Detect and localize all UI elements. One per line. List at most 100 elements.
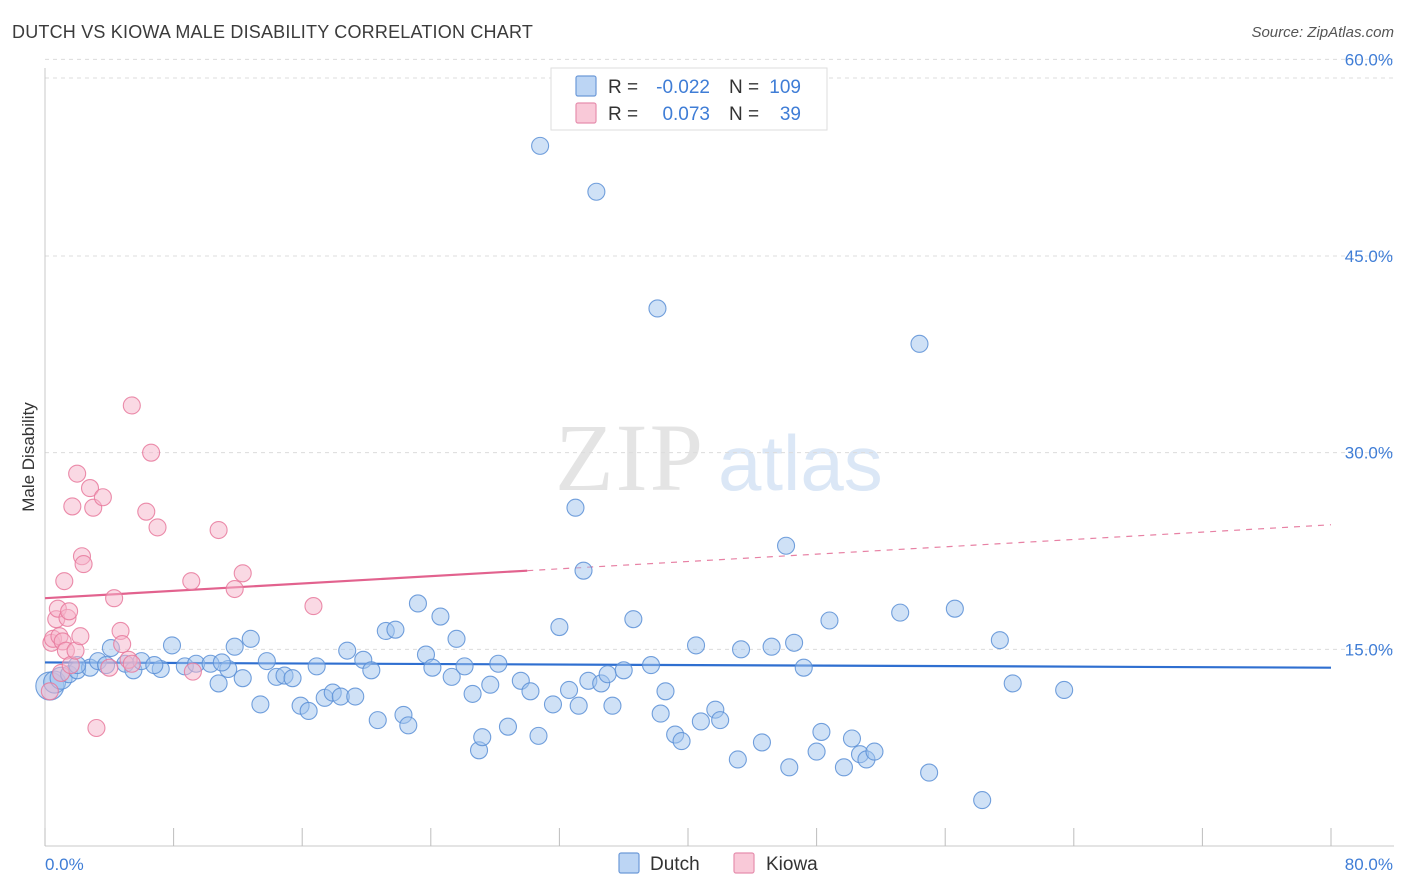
data-point-kiowa [122, 654, 141, 673]
data-point-dutch [481, 675, 500, 694]
data-point-dutch [794, 658, 813, 677]
x-tick-label-min: 0.0% [45, 855, 84, 874]
data-point-dutch [368, 711, 387, 730]
data-point-kiowa [55, 572, 74, 591]
data-point-dutch [338, 641, 357, 660]
data-point-kiowa [105, 589, 124, 608]
data-point-dutch [973, 791, 992, 810]
data-point-dutch [473, 728, 492, 747]
data-point-dutch [455, 657, 474, 676]
data-point-dutch [386, 620, 405, 639]
data-point-dutch [728, 750, 747, 769]
chart-source: Source: ZipAtlas.com [1251, 24, 1394, 41]
watermark: ZIP atlas [555, 404, 883, 511]
data-point-dutch [225, 637, 244, 656]
data-point-dutch [442, 667, 461, 686]
stats-r-value-dutch: -0.022 [656, 77, 710, 98]
legend-label-dutch: Dutch [650, 854, 700, 875]
data-point-kiowa [209, 520, 228, 540]
data-point-dutch [531, 136, 550, 155]
data-point-kiowa [142, 443, 161, 462]
data-point-dutch [307, 657, 326, 676]
data-point-dutch [209, 674, 228, 693]
data-point-dutch [299, 701, 318, 721]
x-ticks [44, 828, 1332, 846]
data-point-kiowa [304, 597, 323, 616]
data-point-dutch [1003, 674, 1022, 693]
data-point-kiowa [93, 488, 112, 507]
data-point-dutch [423, 658, 442, 677]
y-tick-labels: 15.0% 30.0% 45.0% 60.0% [1345, 50, 1393, 659]
data-point-dutch [711, 711, 730, 730]
data-point-dutch [812, 722, 831, 741]
data-point-dutch [891, 603, 910, 622]
stats-r-label-dutch: R = [608, 77, 638, 98]
data-point-dutch [648, 299, 667, 318]
watermark-zip: ZIP [555, 404, 705, 511]
stats-r-value-kiowa: 0.073 [662, 104, 710, 125]
data-point-dutch [521, 682, 540, 701]
data-point-dutch [603, 696, 622, 715]
data-point-dutch [752, 733, 771, 752]
data-point-dutch [257, 652, 276, 671]
data-point-dutch [408, 594, 427, 613]
data-point-dutch [362, 661, 381, 680]
data-point-dutch [559, 680, 579, 700]
y-tick-label: 15.0% [1345, 640, 1393, 659]
data-point-kiowa [71, 627, 90, 646]
data-point-kiowa [74, 555, 93, 574]
data-point-dutch [233, 669, 252, 688]
watermark-atlas: atlas [718, 419, 883, 507]
data-point-dutch [920, 763, 939, 782]
data-point-kiowa [225, 579, 244, 599]
stats-swatch-dutch [575, 75, 597, 97]
data-point-dutch [807, 742, 826, 761]
data-point-dutch [785, 633, 804, 652]
data-point-dutch [399, 716, 418, 735]
data-point-kiowa [100, 658, 119, 677]
data-point-dutch [910, 334, 929, 353]
data-point-kiowa [60, 602, 79, 621]
data-point-kiowa [182, 572, 201, 591]
data-point-dutch [598, 665, 617, 684]
data-point-dutch [550, 617, 569, 637]
data-point-kiowa [80, 479, 100, 498]
data-point-kiowa [122, 396, 141, 415]
y-axis-label: Male Disability [19, 402, 38, 512]
data-point-dutch [283, 669, 302, 688]
data-point-dutch [780, 758, 799, 777]
data-point-kiowa [148, 518, 167, 537]
data-point-dutch [241, 629, 260, 648]
stats-n-value-dutch: 109 [769, 77, 801, 98]
data-point-dutch [346, 687, 365, 706]
data-point-dutch [624, 610, 643, 629]
y-tick-label: 45.0% [1345, 247, 1393, 266]
data-point-kiowa [233, 564, 252, 583]
data-point-dutch [777, 536, 796, 555]
data-point-dutch [945, 599, 964, 618]
y-tick-label: 30.0% [1345, 444, 1393, 463]
gridlines [45, 58, 1394, 650]
legend-label-kiowa: Kiowa [766, 854, 818, 875]
trend-line-kiowa [44, 569, 528, 600]
data-point-dutch [641, 656, 661, 675]
data-point-dutch [587, 182, 606, 201]
data-point-dutch [842, 729, 862, 748]
data-point-dutch [834, 758, 853, 777]
data-point-dutch [656, 682, 675, 701]
trend-line-dutch [44, 661, 1332, 669]
data-point-kiowa [63, 497, 82, 516]
data-point-kiowa [87, 718, 106, 738]
data-point-dutch [447, 629, 466, 648]
data-point-dutch [990, 631, 1009, 650]
data-point-kiowa [113, 635, 132, 654]
x-tick-label-max: 80.0% [1345, 855, 1393, 874]
data-point-dutch [651, 704, 670, 723]
data-point-dutch [672, 732, 691, 751]
data-point-dutch [212, 653, 231, 672]
legend: Dutch Kiowa [618, 852, 818, 875]
data-points [35, 136, 1074, 810]
data-point-kiowa [68, 464, 87, 483]
data-point-dutch [614, 661, 633, 680]
